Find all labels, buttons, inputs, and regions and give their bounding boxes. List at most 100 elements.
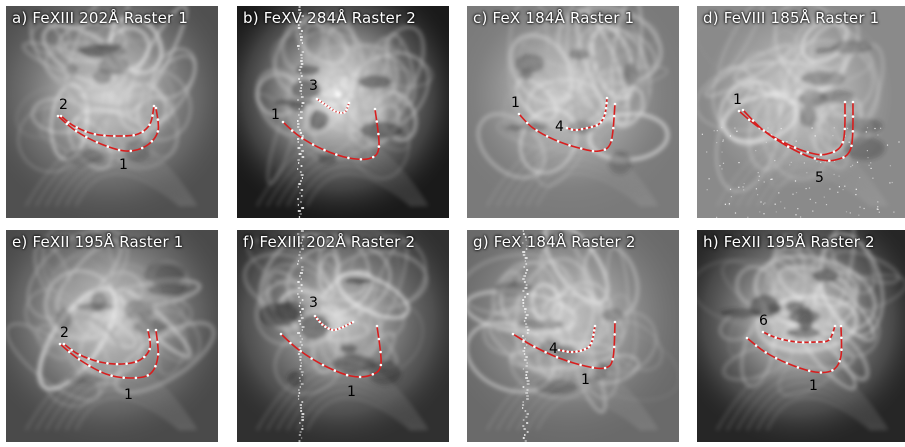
loop-point <box>377 132 380 136</box>
loop-point <box>56 114 60 118</box>
loop-point <box>595 124 599 127</box>
loop-point <box>156 353 160 356</box>
loop-point <box>566 350 569 353</box>
loop-point <box>754 344 758 347</box>
loop-point <box>154 106 158 110</box>
loop-point <box>98 370 102 373</box>
loop-label-4: 4 <box>555 119 564 135</box>
loop-point <box>843 114 847 117</box>
loop-point <box>67 121 70 124</box>
loop-point <box>290 129 294 132</box>
loop-point <box>338 327 341 330</box>
loop-point <box>799 152 803 155</box>
loop-point <box>815 340 819 344</box>
loop-point <box>321 323 324 326</box>
loop-point <box>774 137 777 141</box>
detector-stripe <box>297 230 305 442</box>
loop-point <box>134 376 138 380</box>
traced-loop-5 <box>741 100 855 162</box>
loop-point <box>279 332 283 336</box>
loop-point <box>106 145 110 148</box>
loop-point <box>154 364 157 368</box>
loop-point <box>150 140 154 143</box>
loop-point <box>77 358 81 361</box>
loop-point <box>833 324 837 328</box>
loop-point <box>122 134 126 138</box>
loop-point <box>585 126 589 130</box>
loop-point <box>84 130 87 133</box>
outer-loops <box>485 134 659 208</box>
loop-point <box>843 127 847 131</box>
loop-point <box>311 143 315 146</box>
traced-loop-4 <box>565 96 609 132</box>
panel-e-title: e) FeXII 195Å Raster 1 <box>12 233 184 251</box>
loop-point <box>375 324 379 328</box>
loop-point <box>359 158 363 161</box>
loop-point <box>318 99 322 103</box>
loop-point <box>785 361 789 365</box>
loop-point <box>335 153 338 156</box>
detector-stripe <box>297 6 305 218</box>
loop-point <box>154 328 158 332</box>
loop-point <box>373 107 377 111</box>
traced-loop-1 <box>745 324 843 374</box>
outer-loops <box>715 134 889 208</box>
loop-point <box>575 128 579 132</box>
loop-point <box>115 362 119 366</box>
traced-loop-1 <box>511 320 617 370</box>
loop-point <box>375 120 379 123</box>
loop-point <box>347 101 351 105</box>
loop-point <box>321 101 324 105</box>
coronal-texture <box>6 230 216 408</box>
loop-point <box>764 351 767 354</box>
loop-point <box>557 348 561 352</box>
loop-point <box>88 364 91 368</box>
traced-loop-1 <box>56 106 160 153</box>
loop-point <box>289 341 292 345</box>
loop-point <box>113 134 116 138</box>
loop-point <box>565 126 569 130</box>
panel-d-title: d) FeVIII 185Å Raster 1 <box>703 9 880 27</box>
panel-b-title: b) FeXV 284Å Raster 2 <box>243 9 417 27</box>
loop-point <box>522 339 525 342</box>
loop-point <box>575 350 578 353</box>
loop-point <box>327 105 330 109</box>
loop-point <box>587 345 591 349</box>
loop-point <box>148 347 151 351</box>
loop-point <box>813 157 817 160</box>
loop-point <box>838 360 841 363</box>
loop-point <box>570 128 574 131</box>
loop-point <box>819 153 823 156</box>
loop-point <box>751 119 755 122</box>
loop-point <box>591 149 595 153</box>
loop-point <box>831 369 834 372</box>
loop-point <box>591 337 594 341</box>
panel-a-title: a) FeXIII 202Å Raster 1 <box>12 9 189 27</box>
loop-point <box>345 324 348 327</box>
loop-point <box>70 348 73 352</box>
loop-point <box>535 129 538 132</box>
loop-point <box>562 349 565 353</box>
traced-loop-1 <box>281 107 381 161</box>
loop-point <box>324 325 327 328</box>
loop-point <box>146 328 150 332</box>
panel-h-image <box>697 230 905 442</box>
loop-point <box>134 360 138 364</box>
loop-point <box>612 345 616 349</box>
loop-point <box>850 144 853 148</box>
outer-loops <box>485 358 659 432</box>
loop-point <box>612 126 615 130</box>
loop-point <box>313 314 317 318</box>
loop-point <box>839 324 843 328</box>
panel-h: h) FeXII 195Å Raster 2 6 1 <box>697 230 905 442</box>
loop-point <box>129 149 133 153</box>
panel-b: b) FeXV 284Å Raster 2 3 1 <box>237 6 449 218</box>
detector-stripe <box>522 230 530 442</box>
loop-point <box>323 148 326 152</box>
panel-c: c) FeX 184Å Raster 1 1 4 <box>467 6 679 218</box>
loop-point <box>604 106 608 110</box>
loop-point <box>336 110 339 114</box>
loop-point <box>151 114 154 117</box>
loop-point <box>377 145 381 148</box>
loop-point <box>321 363 325 367</box>
